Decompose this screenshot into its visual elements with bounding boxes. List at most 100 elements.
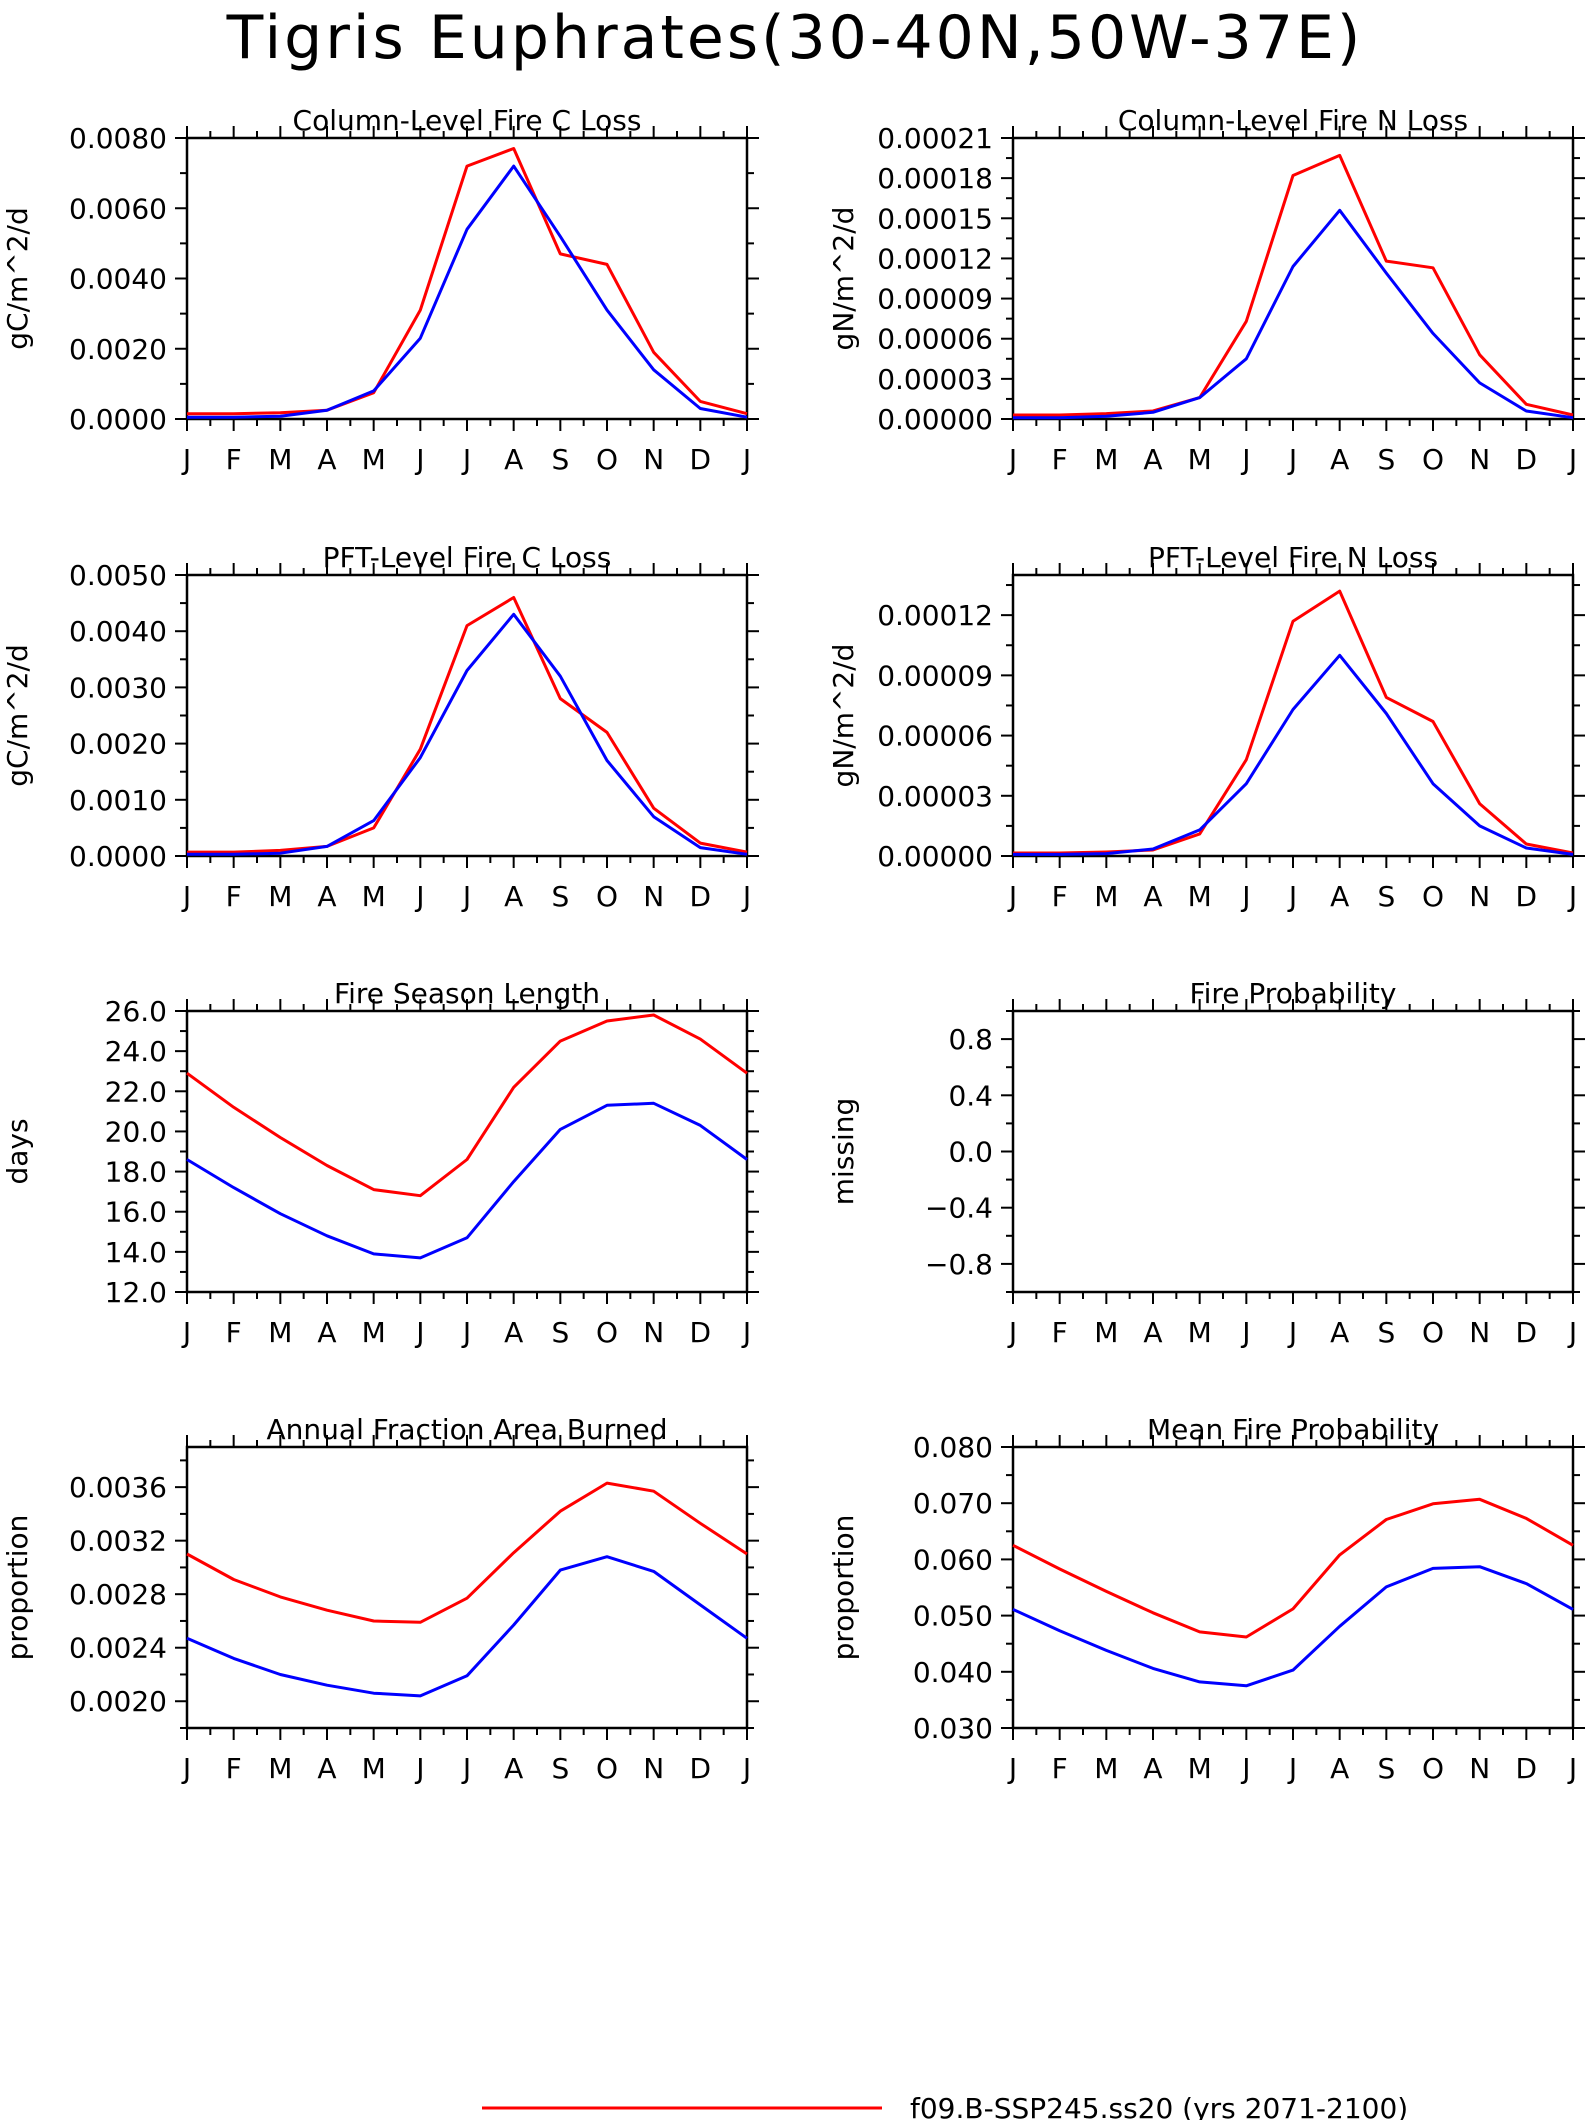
- series-line-red: [1013, 589, 1574, 855]
- y-tick-label: 0.0050: [69, 559, 167, 592]
- x-tick-label: J: [461, 880, 471, 913]
- x-tick-label: J: [741, 880, 751, 913]
- x-tick-label: M: [362, 1316, 386, 1349]
- y-tick-label: 22.0: [105, 1075, 167, 1108]
- x-tick-label: M: [1188, 1316, 1212, 1349]
- x-tick-label: J: [1287, 880, 1297, 913]
- y-tick-label: 0.00009: [877, 659, 993, 692]
- x-tick-label: A: [504, 880, 523, 913]
- y-tick-label: 0.00000: [877, 840, 993, 873]
- x-tick-label: J: [1567, 1316, 1577, 1349]
- plot-frame: [185, 1009, 749, 1294]
- x-tick-label: F: [1052, 1752, 1068, 1785]
- x-tick-label: A: [504, 1752, 523, 1785]
- y-tick-label: 0.00000: [877, 403, 993, 436]
- x-tick-label: J: [741, 1316, 751, 1349]
- x-tick-label: N: [1469, 1316, 1490, 1349]
- x-tick-label: M: [1188, 1752, 1212, 1785]
- y-tick-label: 0.0020: [69, 333, 167, 366]
- x-tick-label: M: [1188, 880, 1212, 913]
- x-tick-label: D: [1516, 1316, 1538, 1349]
- series-line-blue: [187, 164, 748, 419]
- series-line-red: [187, 147, 748, 416]
- y-tick-label: 18.0: [105, 1156, 167, 1189]
- x-tick-label: J: [181, 880, 191, 913]
- x-tick-label: A: [1143, 443, 1162, 476]
- x-tick-label: J: [461, 1752, 471, 1785]
- x-tick-label: J: [741, 443, 751, 476]
- x-tick-label: D: [690, 443, 712, 476]
- x-tick-label: S: [551, 1316, 569, 1349]
- x-tick-label: J: [1287, 443, 1297, 476]
- x-tick-label: M: [1094, 880, 1118, 913]
- y-tick-label: 0.00006: [877, 323, 993, 356]
- x-tick-label: J: [1240, 443, 1250, 476]
- x-tick-label: S: [1377, 880, 1395, 913]
- y-tick-label: 0.0040: [69, 263, 167, 296]
- x-tick-label: A: [504, 1316, 523, 1349]
- x-tick-label: A: [1330, 880, 1349, 913]
- x-tick-label: M: [362, 880, 386, 913]
- y-tick-label: 0.0000: [69, 403, 167, 436]
- x-tick-label: N: [643, 443, 664, 476]
- x-tick-label: A: [1143, 880, 1162, 913]
- x-tick-label: J: [181, 443, 191, 476]
- x-tick-label: M: [1094, 443, 1118, 476]
- series-line-red: [186, 1481, 748, 1624]
- y-tick-label: 0.00009: [877, 283, 993, 316]
- x-tick-label: F: [226, 1316, 242, 1349]
- y-axis-label: proportion: [827, 1515, 860, 1661]
- y-tick-label: 0.070: [913, 1487, 993, 1520]
- y-tick-label: 0.00003: [877, 780, 993, 813]
- x-tick-label: J: [1287, 1752, 1297, 1785]
- x-tick-label: A: [317, 880, 336, 913]
- x-tick-label: J: [1567, 443, 1577, 476]
- y-axis-label: gN/m^2/d: [827, 207, 860, 351]
- x-tick-label: M: [1094, 1316, 1118, 1349]
- x-tick-label: J: [461, 1316, 471, 1349]
- x-tick-label: M: [1188, 443, 1212, 476]
- y-tick-label: 20.0: [105, 1115, 167, 1148]
- y-tick-label: 0.060: [913, 1543, 993, 1576]
- x-tick-label: O: [596, 880, 618, 913]
- page-title: Tigris Euphrates(30-40N,50W-37E): [226, 3, 1364, 73]
- x-tick-label: M: [268, 443, 292, 476]
- y-tick-label: 0.00012: [877, 599, 993, 632]
- y-tick-label: 0.0040: [69, 615, 167, 648]
- y-tick-label: 14.0: [105, 1236, 167, 1269]
- x-tick-label: J: [1007, 1316, 1017, 1349]
- x-tick-label: A: [317, 1316, 336, 1349]
- x-tick-label: S: [1377, 443, 1395, 476]
- y-tick-label: 0.00021: [877, 122, 993, 155]
- y-tick-label: 16.0: [105, 1196, 167, 1229]
- x-tick-label: D: [690, 1752, 712, 1785]
- x-tick-label: N: [643, 1316, 664, 1349]
- y-tick-label: 12.0: [105, 1276, 167, 1309]
- x-tick-label: D: [1516, 1752, 1538, 1785]
- series-line-red: [1012, 1497, 1574, 1639]
- y-tick-label: 0.0: [948, 1136, 993, 1169]
- y-tick-label: 0.0020: [69, 728, 167, 761]
- x-tick-label: J: [414, 443, 424, 476]
- series-line-red: [187, 596, 748, 854]
- x-tick-label: F: [226, 880, 242, 913]
- x-tick-label: F: [1052, 880, 1068, 913]
- plot-frame: [1011, 1009, 1575, 1294]
- y-tick-label: 0.0000: [69, 840, 167, 873]
- x-tick-label: F: [1052, 443, 1068, 476]
- x-tick-label: J: [1007, 1752, 1017, 1785]
- x-tick-label: O: [1422, 443, 1444, 476]
- x-tick-label: F: [226, 443, 242, 476]
- x-tick-label: A: [1143, 1752, 1162, 1785]
- series-line-blue: [186, 1555, 748, 1698]
- y-tick-label: 0.0028: [69, 1578, 167, 1611]
- x-tick-label: A: [317, 443, 336, 476]
- y-tick-label: 0.00006: [877, 720, 993, 753]
- x-tick-label: J: [1240, 1752, 1250, 1785]
- y-tick-label: 0.0010: [69, 784, 167, 817]
- y-tick-label: 0.030: [913, 1712, 993, 1745]
- x-tick-label: J: [414, 1752, 424, 1785]
